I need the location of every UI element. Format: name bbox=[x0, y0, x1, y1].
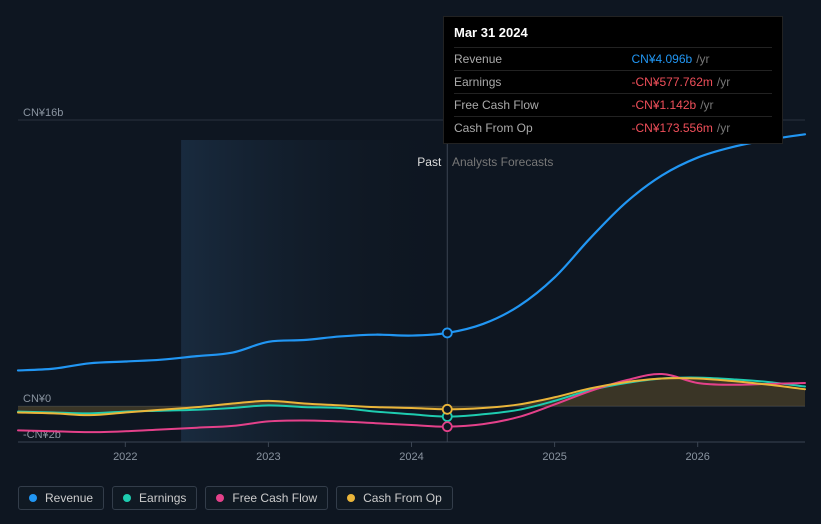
svg-text:CN¥16b: CN¥16b bbox=[23, 107, 63, 119]
tooltip-row-value: -CN¥577.762m/yr bbox=[631, 70, 772, 93]
svg-text:CN¥0: CN¥0 bbox=[23, 393, 51, 405]
legend-item-label: Free Cash Flow bbox=[232, 491, 317, 505]
tooltip-row: Cash From Op-CN¥173.556m/yr bbox=[454, 116, 772, 139]
chart-tooltip: Mar 31 2024 RevenueCN¥4.096b/yrEarnings-… bbox=[443, 16, 783, 144]
tooltip-row: RevenueCN¥4.096b/yr bbox=[454, 47, 772, 70]
legend-dot-icon bbox=[216, 494, 224, 502]
tooltip-row: Free Cash Flow-CN¥1.142b/yr bbox=[454, 93, 772, 116]
legend-item-label: Revenue bbox=[45, 491, 93, 505]
tooltip-row-value: CN¥4.096b/yr bbox=[631, 47, 772, 70]
svg-text:2023: 2023 bbox=[256, 451, 280, 463]
legend-item-label: Cash From Op bbox=[363, 491, 442, 505]
legend-dot-icon bbox=[123, 494, 131, 502]
tooltip-row: Earnings-CN¥577.762m/yr bbox=[454, 70, 772, 93]
tooltip-row-label: Earnings bbox=[454, 70, 631, 93]
tooltip-row-label: Revenue bbox=[454, 47, 631, 70]
chart-legend: Revenue Earnings Free Cash Flow Cash From O… bbox=[18, 486, 453, 510]
legend-dot-icon bbox=[29, 494, 37, 502]
tooltip-row-value: -CN¥1.142b/yr bbox=[631, 93, 772, 116]
svg-text:2022: 2022 bbox=[113, 451, 137, 463]
legend-item-cfo[interactable]: Cash From Op bbox=[336, 486, 453, 510]
svg-text:2024: 2024 bbox=[399, 451, 423, 463]
past-label: Past bbox=[417, 155, 441, 169]
tooltip-date: Mar 31 2024 bbox=[454, 23, 772, 47]
legend-item-fcf[interactable]: Free Cash Flow bbox=[205, 486, 328, 510]
legend-dot-icon bbox=[347, 494, 355, 502]
forecast-label: Analysts Forecasts bbox=[452, 155, 553, 169]
tooltip-row-label: Cash From Op bbox=[454, 116, 631, 139]
past-forecast-divider-label: Past Analysts Forecasts bbox=[417, 155, 553, 169]
svg-text:2026: 2026 bbox=[685, 451, 709, 463]
svg-text:2025: 2025 bbox=[542, 451, 566, 463]
financials-chart[interactable]: -CN¥2bCN¥0CN¥16b20222023202420252026 Pas… bbox=[0, 0, 821, 524]
legend-item-earnings[interactable]: Earnings bbox=[112, 486, 197, 510]
tooltip-row-label: Free Cash Flow bbox=[454, 93, 631, 116]
legend-item-revenue[interactable]: Revenue bbox=[18, 486, 104, 510]
tooltip-row-value: -CN¥173.556m/yr bbox=[631, 116, 772, 139]
tooltip-table: RevenueCN¥4.096b/yrEarnings-CN¥577.762m/… bbox=[454, 47, 772, 139]
legend-item-label: Earnings bbox=[139, 491, 186, 505]
